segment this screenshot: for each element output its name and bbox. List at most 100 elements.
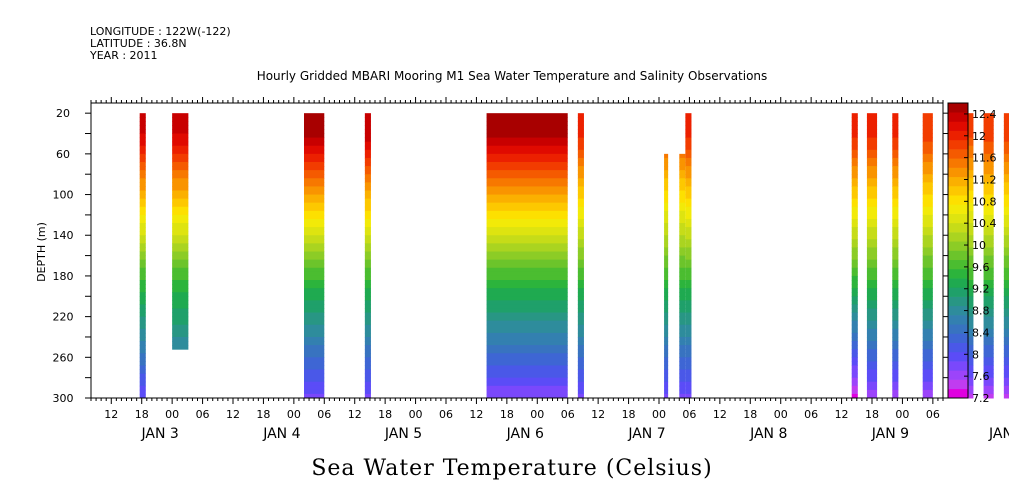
profile-cell <box>664 381 669 387</box>
profile-cell <box>664 296 669 301</box>
colorbar-swatch <box>948 250 968 261</box>
profile-cell <box>364 174 371 179</box>
profile-cell <box>364 275 371 281</box>
profile-cell <box>364 182 371 187</box>
profile-cell <box>577 341 584 346</box>
profile-cell <box>922 218 933 224</box>
profile-column <box>664 153 669 399</box>
profile-cell <box>304 243 325 248</box>
profile-cell <box>983 332 994 338</box>
profile-cell <box>486 324 568 330</box>
colorbar-swatch <box>948 167 968 178</box>
profile-cell <box>304 162 325 167</box>
profile-cell <box>922 174 933 179</box>
profile-cell <box>685 349 692 354</box>
profile-cell <box>364 149 371 155</box>
profile-cell <box>851 284 858 289</box>
profile-cell <box>685 218 692 224</box>
profile-cell <box>866 345 878 350</box>
profile-cell <box>922 190 933 196</box>
profile-cell <box>922 328 933 334</box>
profile-cell <box>983 231 994 236</box>
longitude-text: LONGITUDE : 122W(-122) <box>90 25 231 38</box>
profile-cell <box>139 149 146 155</box>
profile-cell <box>364 125 371 130</box>
profile-cell <box>679 336 686 342</box>
profile-cell <box>983 243 994 248</box>
profile-cell <box>685 170 692 175</box>
profile-cell <box>304 251 325 257</box>
profile-cell <box>1003 369 1009 375</box>
profile-cell <box>486 304 568 309</box>
profile-cell <box>922 341 933 346</box>
profile-cell <box>866 328 878 334</box>
profile-cell <box>983 133 994 139</box>
profile-cell <box>139 166 146 171</box>
profile-cell <box>172 117 189 122</box>
profile-cell <box>983 389 994 395</box>
profile-cell <box>892 336 899 342</box>
profile-cell <box>304 373 325 379</box>
profile-cell <box>139 381 146 387</box>
profile-cell <box>139 170 146 175</box>
profile-cell <box>364 280 371 285</box>
profile-column <box>685 113 692 399</box>
profile-cell <box>577 198 584 204</box>
x-hour-tick-label: 12 <box>713 408 727 421</box>
profile-cell <box>968 174 974 179</box>
profile-cell <box>486 133 568 139</box>
profile-cell <box>139 300 146 305</box>
profile-cell <box>968 194 974 200</box>
profile-cell <box>364 198 371 204</box>
profile-cell <box>851 377 858 383</box>
profile-cell <box>139 218 146 224</box>
colorbar-swatch <box>948 268 968 279</box>
profile-cell <box>364 316 371 322</box>
profile-cell <box>679 304 686 309</box>
profile-cell <box>892 353 899 358</box>
x-date-label: JAN 10 <box>988 426 1009 442</box>
colorbar-swatch <box>948 232 968 242</box>
profile-cell <box>304 393 325 399</box>
profile-cell <box>968 214 974 220</box>
profile-cell <box>679 324 686 330</box>
profile-column <box>139 113 146 399</box>
profile-cell <box>139 288 146 293</box>
profile-cell <box>664 170 669 175</box>
profile-cell <box>486 210 568 216</box>
profile-cell <box>172 312 189 318</box>
profile-cell <box>364 121 371 126</box>
profile-cell <box>1003 235 1009 240</box>
profile-cell <box>486 296 568 301</box>
profile-cell <box>892 202 899 208</box>
profile-cell <box>922 308 933 314</box>
profile-cell <box>892 275 899 281</box>
profile-cell <box>892 157 899 163</box>
profile-cell <box>1003 336 1009 342</box>
y-tick-label: 300 <box>53 392 74 405</box>
profile-cell <box>1003 194 1009 200</box>
profile-cell <box>664 182 669 187</box>
x-hour-tick-label: 06 <box>926 408 940 421</box>
profile-cell <box>679 365 686 371</box>
profile-cell <box>664 373 669 379</box>
profile-cell <box>364 117 371 122</box>
profile-cell <box>983 292 994 297</box>
profile-cell <box>486 271 568 277</box>
profile-cell <box>866 389 878 395</box>
profile-cell <box>172 202 189 208</box>
profile-cell <box>866 174 878 179</box>
profile-cell <box>851 133 858 139</box>
profile-cell <box>664 300 669 305</box>
profile-cell <box>685 304 692 309</box>
axes-layer: 12 18 00 06 12 18 00 06 12 18 00 06 12 18 00 06 12 18 00 06… <box>53 97 1009 442</box>
profile-cell <box>664 393 669 399</box>
profile-cell <box>486 345 568 350</box>
profile-cell <box>866 357 878 362</box>
profile-cell <box>139 357 146 362</box>
profile-cell <box>577 145 584 151</box>
profile-cell <box>1003 259 1009 265</box>
profile-cell <box>685 214 692 220</box>
profile-cell <box>851 231 858 236</box>
profile-cell <box>983 267 994 273</box>
